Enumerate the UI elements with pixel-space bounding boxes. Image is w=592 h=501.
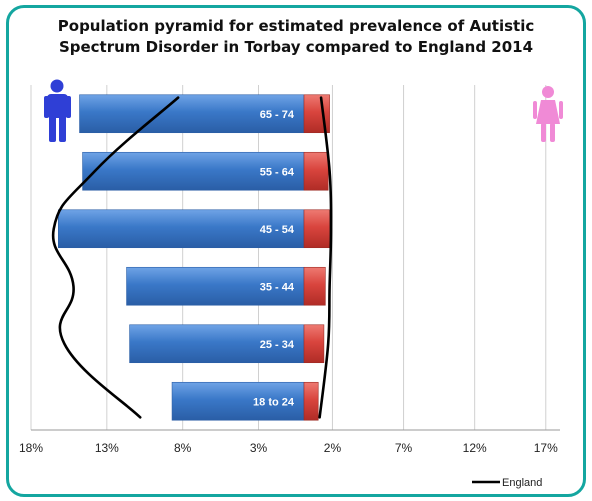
bar-left xyxy=(129,324,305,364)
category-label: 35 - 44 xyxy=(260,281,295,293)
x-tick-label: 13% xyxy=(95,441,119,455)
bar-left xyxy=(126,266,305,306)
male-figure-icon xyxy=(44,79,71,142)
title-line-1: Population pyramid for estimated prevale… xyxy=(57,17,535,35)
chart-title: Population pyramid for estimated prevale… xyxy=(0,16,592,58)
category-label: 18 to 24 xyxy=(253,396,295,408)
female-figure-icon xyxy=(533,86,563,142)
title-line-2: Spectrum Disorder in Torbay compared to … xyxy=(58,38,534,56)
x-tick-label: 8% xyxy=(174,441,192,455)
x-tick-label: 18% xyxy=(19,441,43,455)
england-line-left xyxy=(51,96,180,419)
bar-right xyxy=(303,209,330,249)
x-tick-label: 12% xyxy=(463,441,487,455)
bar-right xyxy=(303,381,319,421)
bar-left xyxy=(57,209,305,249)
x-tick-label: 17% xyxy=(534,441,558,455)
bar-left xyxy=(79,94,305,134)
category-label: 55 - 64 xyxy=(260,166,295,178)
x-tick-label: 3% xyxy=(250,441,268,455)
category-label: 45 - 54 xyxy=(260,224,295,236)
bar-right xyxy=(303,266,326,306)
category-label: 25 - 34 xyxy=(260,339,295,351)
bar-right xyxy=(303,324,325,364)
england-line-right xyxy=(318,96,333,419)
x-tick-label: 7% xyxy=(395,441,413,455)
bar-right xyxy=(303,151,329,191)
x-tick-label: 2% xyxy=(324,441,342,455)
category-label: 65 - 74 xyxy=(260,109,295,121)
bar-left xyxy=(171,381,305,421)
legend-england-label: England xyxy=(502,477,542,489)
